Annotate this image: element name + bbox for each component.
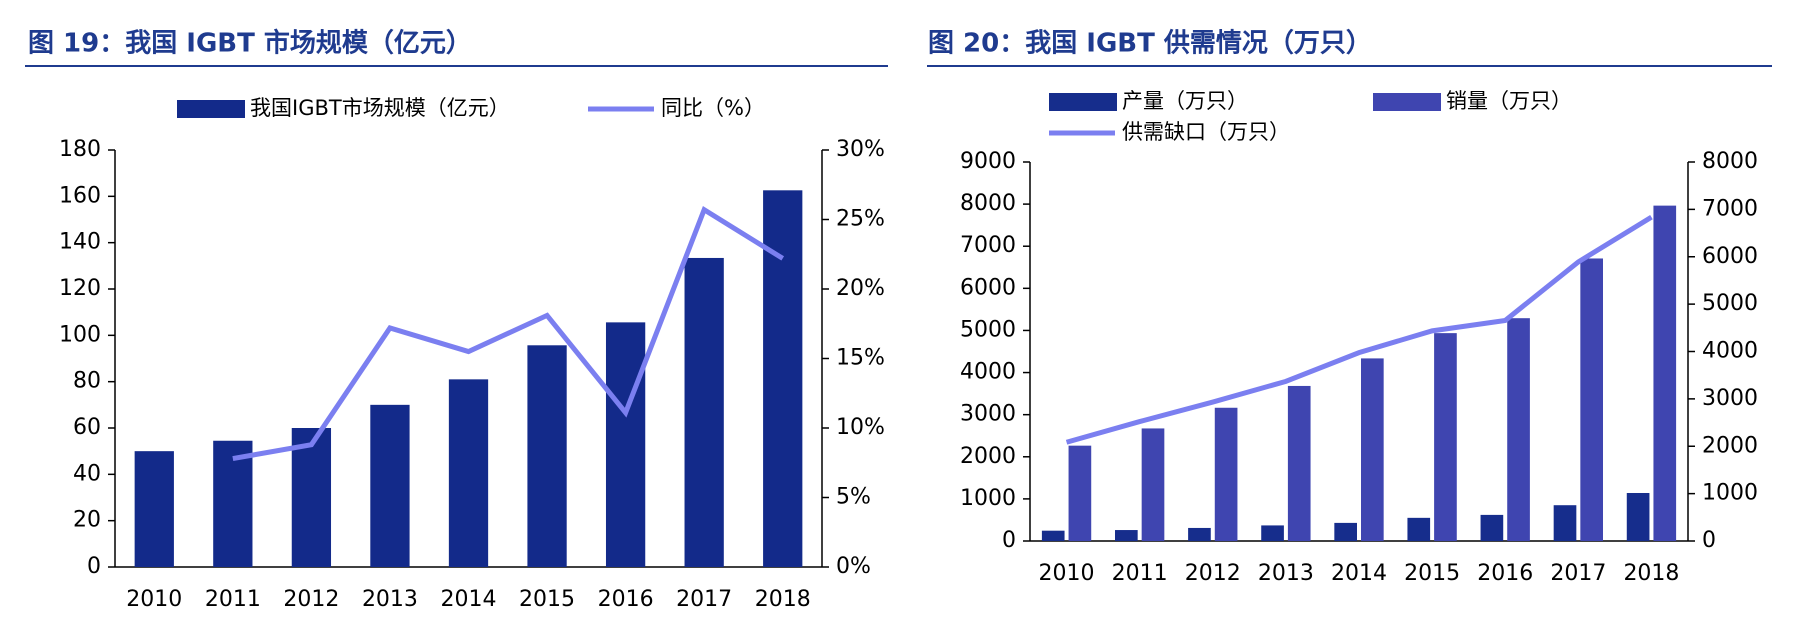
y-tick-label: 7000	[960, 233, 1016, 258]
legend-swatch	[1373, 93, 1441, 111]
y2-tick-label: 15%	[836, 346, 885, 371]
line	[1065, 215, 1653, 445]
legend-label: 产量（万只）	[1122, 89, 1248, 113]
x-tick-label: 2016	[1477, 561, 1533, 586]
y2-tick-label: 7000	[1702, 196, 1758, 221]
x-tick-label: 2010	[126, 587, 182, 612]
bar	[448, 379, 489, 567]
bar	[1115, 530, 1138, 541]
x-tick-label: 2012	[1185, 561, 1241, 586]
x-tick-label: 2012	[283, 587, 339, 612]
bar	[1407, 517, 1431, 541]
y2-tick-label: 2000	[1702, 433, 1758, 458]
x-tick-label: 2015	[1404, 561, 1460, 586]
y-tick-label: 20	[73, 508, 101, 533]
y-tick-label: 8000	[960, 191, 1016, 216]
y-tick-label: 1000	[960, 486, 1016, 511]
x-tick-label: 2018	[755, 587, 811, 612]
bar	[291, 428, 332, 567]
bar	[1334, 522, 1357, 541]
bar	[1434, 333, 1457, 541]
x-tick-label: 2017	[676, 587, 732, 612]
bar	[1214, 407, 1238, 541]
y2-tick-label: 5000	[1702, 291, 1758, 316]
y2-tick-label: 1000	[1702, 481, 1758, 506]
y-tick-label: 40	[73, 461, 101, 486]
legend-label: 我国IGBT市场规模（亿元）	[250, 96, 510, 120]
bar	[684, 257, 724, 567]
x-tick-label: 2014	[441, 587, 497, 612]
bar	[213, 440, 253, 567]
x-tick-label: 2011	[205, 587, 261, 612]
y-tick-label: 3000	[960, 402, 1016, 427]
y-tick-label: 120	[59, 276, 101, 301]
bar	[1653, 205, 1677, 541]
y-tick-label: 80	[73, 369, 101, 394]
x-tick-label: 2014	[1331, 561, 1387, 586]
y-tick-label: 2000	[960, 444, 1016, 469]
y-tick-label: 180	[59, 137, 101, 162]
x-tick-label: 2015	[519, 587, 575, 612]
bar	[605, 322, 646, 567]
bar	[134, 451, 174, 567]
bar	[1068, 445, 1092, 541]
line	[232, 206, 785, 462]
y-tick-label: 0	[1002, 528, 1016, 553]
bar	[1287, 385, 1311, 541]
legend-label: 供需缺口（万只）	[1122, 120, 1290, 144]
y2-tick-label: 0	[1702, 528, 1716, 553]
y-tick-label: 6000	[960, 275, 1016, 300]
bar	[1480, 514, 1504, 541]
y-tick-label: 9000	[960, 149, 1016, 174]
bar	[1041, 530, 1065, 541]
x-tick-label: 2011	[1112, 561, 1168, 586]
y-tick-label: 160	[59, 183, 101, 208]
y2-tick-label: 30%	[836, 137, 885, 162]
y-tick-label: 5000	[960, 317, 1016, 342]
y2-tick-label: 6000	[1702, 244, 1758, 269]
y2-tick-label: 3000	[1702, 386, 1758, 411]
bar	[527, 345, 567, 567]
y-tick-label: 100	[59, 322, 101, 347]
y2-tick-label: 0%	[836, 554, 871, 579]
legend-label: 同比（%）	[661, 96, 765, 120]
y-tick-label: 0	[87, 554, 101, 579]
x-tick-label: 2016	[598, 587, 654, 612]
bar	[1626, 492, 1650, 541]
y2-tick-label: 20%	[836, 276, 885, 301]
bar	[763, 190, 803, 567]
legend-swatch	[1049, 93, 1117, 111]
bar	[1361, 358, 1384, 541]
x-tick-label: 2017	[1550, 561, 1606, 586]
chart-title: 图 20：我国 IGBT 供需情况（万只）	[928, 29, 1372, 59]
legend-swatch	[177, 100, 245, 118]
bar	[370, 404, 410, 567]
bar	[1580, 258, 1603, 541]
y-tick-label: 60	[73, 415, 101, 440]
y-tick-label: 140	[59, 230, 101, 255]
y2-tick-label: 4000	[1702, 339, 1758, 364]
chart-title: 图 19：我国 IGBT 市场规模（亿元）	[28, 28, 472, 59]
x-tick-label: 2013	[1258, 561, 1314, 586]
bar	[1507, 318, 1530, 541]
y2-tick-label: 8000	[1702, 149, 1758, 174]
y2-tick-label: 10%	[836, 415, 885, 440]
y-tick-label: 4000	[960, 360, 1016, 385]
bar	[1553, 505, 1577, 541]
legend-label: 销量（万只）	[1446, 89, 1572, 113]
x-tick-label: 2010	[1039, 561, 1095, 586]
bar	[1188, 527, 1211, 541]
y2-tick-label: 5%	[836, 485, 871, 510]
x-tick-label: 2018	[1623, 561, 1679, 586]
bar	[1261, 525, 1284, 541]
y2-tick-label: 25%	[836, 207, 885, 232]
x-tick-label: 2013	[362, 587, 418, 612]
bar	[1141, 428, 1165, 541]
